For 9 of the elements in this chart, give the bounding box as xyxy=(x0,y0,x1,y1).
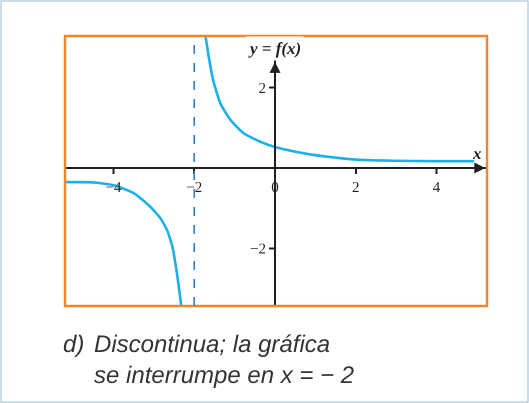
x-tick-label: 2 xyxy=(352,180,360,196)
text: d) xyxy=(63,331,84,358)
x-axis-title: x xyxy=(472,144,482,163)
x-tick-label: −2 xyxy=(186,180,202,196)
text: Discontinua; la gráfica se interrumpe en x = − 2 xyxy=(94,331,354,390)
line-series xyxy=(65,180,183,306)
y-axis-title: y = f(x) xyxy=(248,39,302,58)
x-tick-label: 4 xyxy=(432,180,441,196)
line-series xyxy=(204,36,474,162)
